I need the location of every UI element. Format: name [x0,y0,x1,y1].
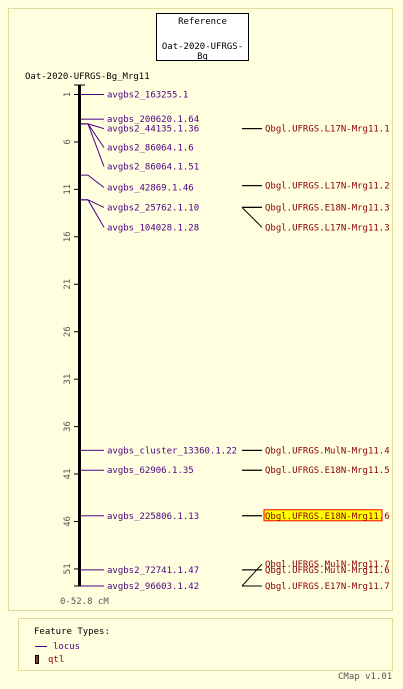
legend-title: Feature Types: [34,627,110,637]
locus-label[interactable]: avgbs2_96603.1.42 [107,582,199,592]
axis-tick-label: 36 [63,421,73,432]
axis-tick-label: 41 [63,469,73,480]
locus-connector [87,174,105,188]
axis-tick-label: 51 [63,563,73,574]
axis-tick-label: 46 [63,516,73,527]
map-axis[interactable] [78,85,81,586]
qtl-label[interactable]: Qbgl.UFRGS.E18N-Mrg11.3 [265,203,390,213]
map-title[interactable]: Oat-2020-UFRGS-Bg_Mrg11 [25,72,150,82]
cmap-version: CMap v1.01 [338,672,393,682]
locus-label[interactable]: avgbs_104028.1.28 [107,223,199,233]
locus-connector [87,123,105,130]
locus-label[interactable]: avgbs2_163255.1 [107,90,188,100]
feature-types-legend: Feature Types: locus qtl [18,618,393,671]
reference-map-set-name[interactable]: Oat-2020-UFRGS-Bg [161,42,244,62]
qtl-label[interactable]: Qbgl.UFRGS.L17N-Mrg11.1 [265,125,390,135]
locus-connector [87,199,105,228]
locus-label[interactable]: avgbs_42869.1.46 [107,183,194,193]
axis-tick-label: 6 [63,139,73,144]
axis-tick-label: 1 [63,92,73,97]
axis-tick-label: 11 [63,184,73,195]
qtl-label[interactable]: Qbgl.UFRGS.E18N-Mrg11.6 [265,512,390,522]
map-panel [8,8,393,611]
qtl-label[interactable]: Qbgl.UFRGS.E18N-Mrg11.5 [265,466,390,476]
qtl-connector [241,563,263,587]
genetic-map-diagram: 16111621263136414651avgbs2_163255.1avgbs… [63,84,390,592]
locus-label[interactable]: avgbs_62906.1.35 [107,466,194,476]
locus-label[interactable]: avgbs_200620.1.64 [107,115,199,125]
locus-label[interactable]: avgbs2_44135.1.36 [107,125,199,135]
qtl-label[interactable]: Qbgl.UFRGS.MulN-Mrg11.7 [265,560,390,570]
qtl-highlight-box [263,509,383,522]
reference-label: Reference [178,17,227,27]
locus-label[interactable]: avgbs_cluster_13360.1.22 [107,446,237,456]
qtl-label[interactable]: Qbgl.UFRGS.MulN-Mrg11.4 [265,446,390,456]
locus-connector [87,123,105,148]
legend-item-qtl: qtl [35,655,64,665]
locus-line-icon [35,646,47,647]
locus-connector [87,199,105,208]
locus-label[interactable]: avgbs2_25762.1.10 [107,203,199,213]
axis-tick-label: 16 [63,231,73,242]
locus-label[interactable]: avgbs2_86064.1.6 [107,144,194,154]
locus-label[interactable]: avgbs2_86064.1.51 [107,163,199,173]
axis-tick-label: 31 [63,374,73,385]
locus-label[interactable]: avgbs2_72741.1.47 [107,566,199,576]
reference-map-set-box[interactable]: Reference Oat-2020-UFRGS-Bg [156,13,249,62]
qtl-label[interactable]: Qbgl.UFRGS.L17N-Mrg11.2 [265,182,390,192]
locus-label[interactable]: avgbs_225806.1.13 [107,512,199,522]
axis-tick-label: 21 [63,279,73,290]
qtl-label[interactable]: Qbgl.UFRGS.L17N-Mrg11.3 [265,223,390,233]
qtl-connector [241,207,263,228]
map-range-label: 0-52.8 cM [60,597,109,607]
qtl-bar-icon [35,655,39,664]
locus-connector [87,123,105,167]
axis-tick-label: 26 [63,326,73,337]
legend-item-locus: locus [35,642,80,652]
qtl-label[interactable]: Qbgl.UFRGS.E17N-Mrg11.7 [265,582,390,592]
qtl-label[interactable]: Qbgl.UFRGS.MulN-Mrg11.6 [265,566,390,576]
